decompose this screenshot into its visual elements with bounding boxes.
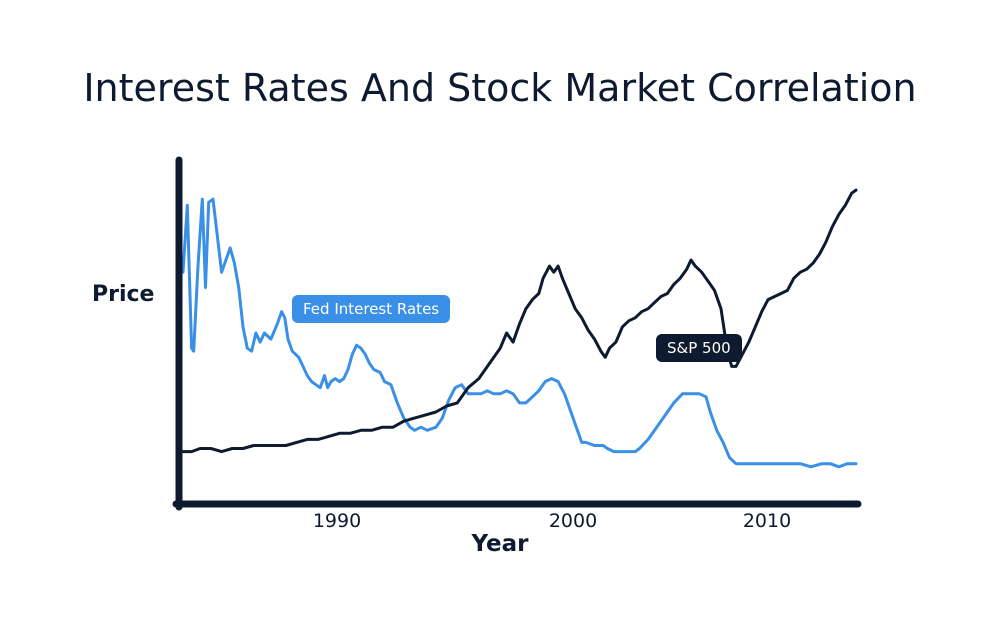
legend-sp500: S&P 500 — [656, 334, 742, 362]
x-axis-label: Year — [471, 531, 529, 557]
x-tick-1990: 1990 — [312, 510, 362, 532]
x-tick-2010: 2010 — [742, 510, 792, 532]
x-tick-2000: 2000 — [548, 510, 598, 532]
sp500-line — [181, 188, 858, 454]
fed-interest-rates-line — [181, 197, 858, 469]
y-axis-label: Price — [92, 282, 155, 307]
chart-title: Interest Rates And Stock Market Correlat… — [83, 66, 917, 110]
legend-fed-interest-rates: Fed Interest Rates — [292, 295, 451, 323]
